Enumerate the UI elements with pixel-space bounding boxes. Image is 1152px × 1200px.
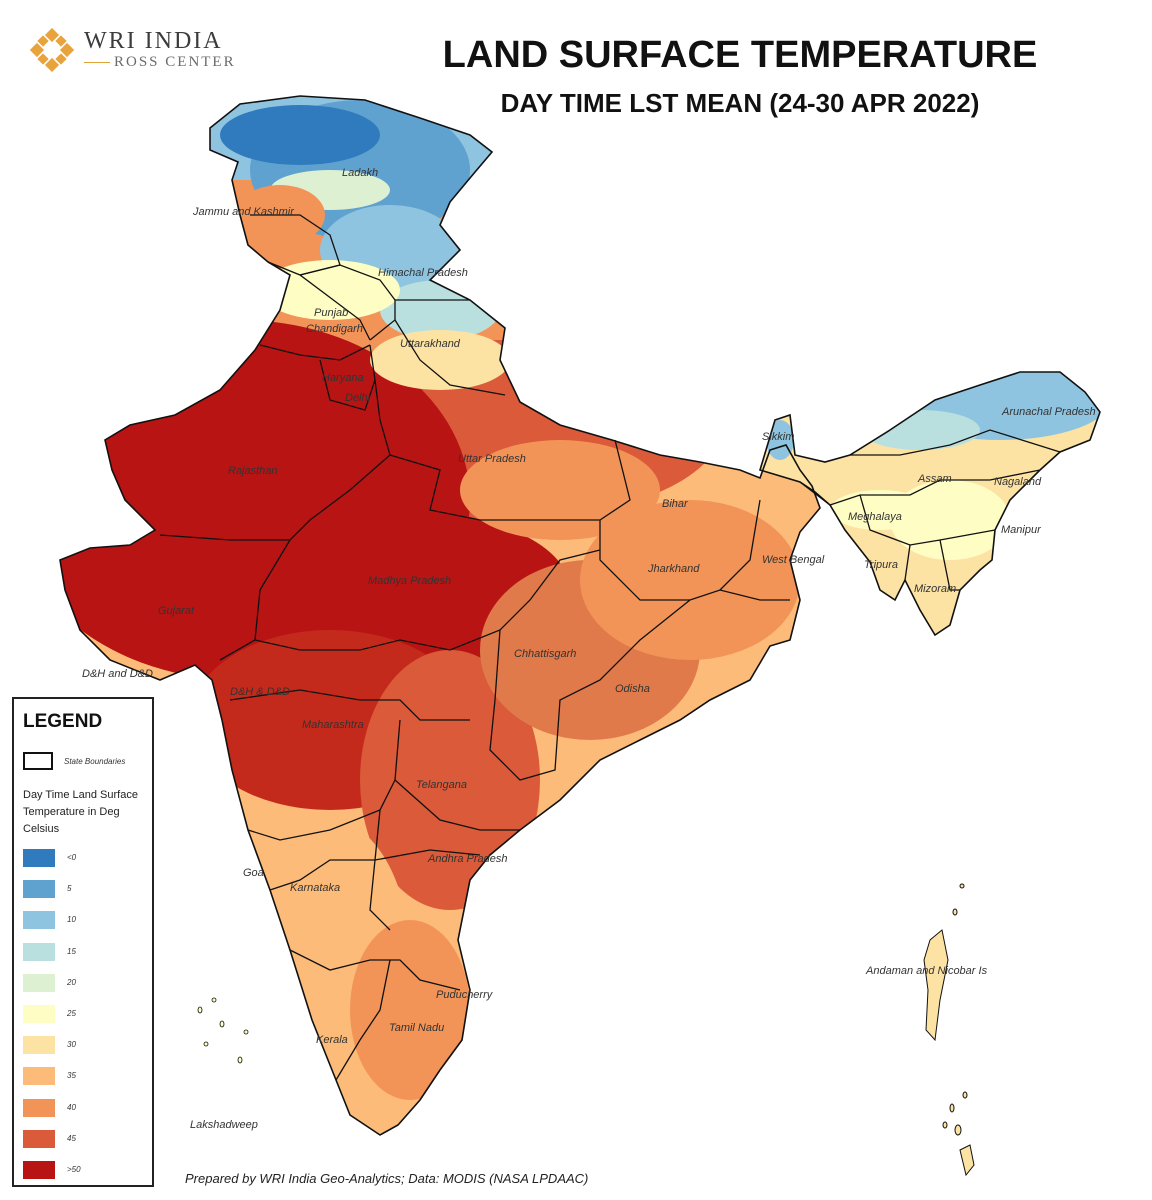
legend-panel: LEGEND State Boundaries Day Time Land Su… (12, 697, 154, 1187)
label-west-bengal: West Bengal (762, 554, 825, 566)
label-bihar: Bihar (662, 498, 689, 510)
legend-swatch (23, 1067, 55, 1086)
label-lakshadweep: Lakshadweep (190, 1119, 258, 1131)
legend-value: <0 (67, 853, 77, 862)
label-haryana: Haryana (322, 372, 364, 384)
label-telangana: Telangana (416, 779, 467, 791)
label-punjab: Punjab (314, 307, 348, 319)
label-chandigarh: Chandigarh (306, 323, 363, 335)
legend-swatch (23, 1129, 55, 1148)
label-uttarakhand: Uttarakhand (400, 338, 461, 350)
legend-swatch (23, 911, 55, 930)
label-tripura: Tripura (864, 559, 898, 571)
state-boundary-label: State Boundaries (64, 757, 126, 766)
label-arunachal-pradesh: Arunachal Pradesh (1001, 406, 1096, 418)
legend-value: 45 (67, 1133, 76, 1143)
label-uttar-pradesh: Uttar Pradesh (458, 453, 526, 465)
legend-value: 20 (67, 977, 76, 987)
legend-swatch (23, 880, 55, 899)
label-karnataka: Karnataka (290, 882, 340, 894)
legend-value: 15 (67, 946, 76, 956)
label-chhattisgarh: Chhattisgarh (514, 648, 576, 660)
legend-swatch (23, 942, 55, 961)
legend-swatch (23, 973, 55, 992)
legend-value: 25 (67, 1009, 76, 1018)
label-andaman-nicobar: Andaman and Nicobar Is (865, 965, 988, 977)
legend-item: 20 (23, 973, 143, 992)
label-sikkim: Sikkim (762, 431, 794, 443)
legend-item: 25 (23, 1005, 143, 1023)
label-manipur: Manipur (1001, 524, 1042, 536)
legend-item: 45 (23, 1129, 143, 1148)
legend-swatch (23, 1161, 55, 1179)
label-rajasthan: Rajasthan (228, 465, 278, 477)
legend-value: 30 (67, 1040, 76, 1050)
legend-swatch (23, 1036, 55, 1055)
label-tamil-nadu: Tamil Nadu (389, 1022, 444, 1034)
label-kerala: Kerala (316, 1034, 348, 1046)
label-dh-dd-maharashtra: D&H & D&D (230, 686, 290, 698)
label-jammu-kashmir: Jammu and Kashmir (192, 206, 295, 218)
legend-heading: Day Time Land Surface Temperature in Deg… (23, 789, 138, 835)
label-delhi: Delhi (345, 392, 371, 404)
legend-item: 5 (23, 880, 143, 899)
legend-item: 35 (23, 1067, 143, 1086)
legend-item: 30 (23, 1036, 143, 1055)
state-boundary-swatch (23, 752, 53, 770)
credit-line: Prepared by WRI India Geo-Analytics; Dat… (185, 1171, 589, 1186)
label-andhra-pradesh: Andhra Pradesh (427, 853, 508, 865)
legend-swatch (23, 1005, 55, 1023)
map-subtitle: DAY TIME LST MEAN (24-30 APR 2022) (500, 88, 980, 118)
legend-value: 10 (67, 915, 76, 925)
legend-title: LEGEND (23, 711, 103, 732)
label-mizoram: Mizoram (914, 583, 956, 595)
label-jharkhand: Jharkhand (647, 563, 700, 575)
label-maharashtra: Maharashtra (302, 719, 364, 731)
label-puducherry: Puducherry (436, 989, 494, 1001)
logo-subtitle: ROSS CENTER (84, 54, 236, 71)
logo-sub-text: ROSS CENTER (114, 54, 236, 70)
wri-logo-icon (30, 28, 74, 72)
label-odisha: Odisha (615, 683, 650, 695)
legend-item: >50 (23, 1161, 143, 1179)
label-meghalaya: Meghalaya (848, 511, 902, 523)
wri-india-logo: WRI INDIA ROSS CENTER (30, 26, 250, 76)
logo-name: WRI INDIA (84, 28, 223, 54)
label-assam: Assam (917, 473, 952, 485)
legend-item: 10 (23, 911, 143, 930)
legend-swatch (23, 849, 55, 867)
label-madhya-pradesh: Madhya Pradesh (368, 575, 451, 587)
label-goa: Goa (243, 867, 264, 879)
label-dh-dd-gujarat: D&H and D&D (82, 668, 153, 680)
legend-value: 40 (67, 1102, 76, 1112)
map-title: LAND SURFACE TEMPERATURE (442, 34, 1038, 76)
legend-item: 15 (23, 942, 143, 961)
legend-swatch (23, 1098, 55, 1117)
legend-value: >50 (67, 1165, 81, 1174)
label-nagaland: Nagaland (994, 476, 1042, 488)
legend-value: 35 (67, 1071, 76, 1081)
label-gujarat: Gujarat (158, 605, 195, 617)
legend-item: 40 (23, 1098, 143, 1117)
legend-value: 5 (67, 884, 72, 894)
legend-item: <0 (23, 849, 143, 867)
label-himachal-pradesh: Himachal Pradesh (378, 267, 468, 279)
label-ladakh: Ladakh (342, 167, 378, 179)
